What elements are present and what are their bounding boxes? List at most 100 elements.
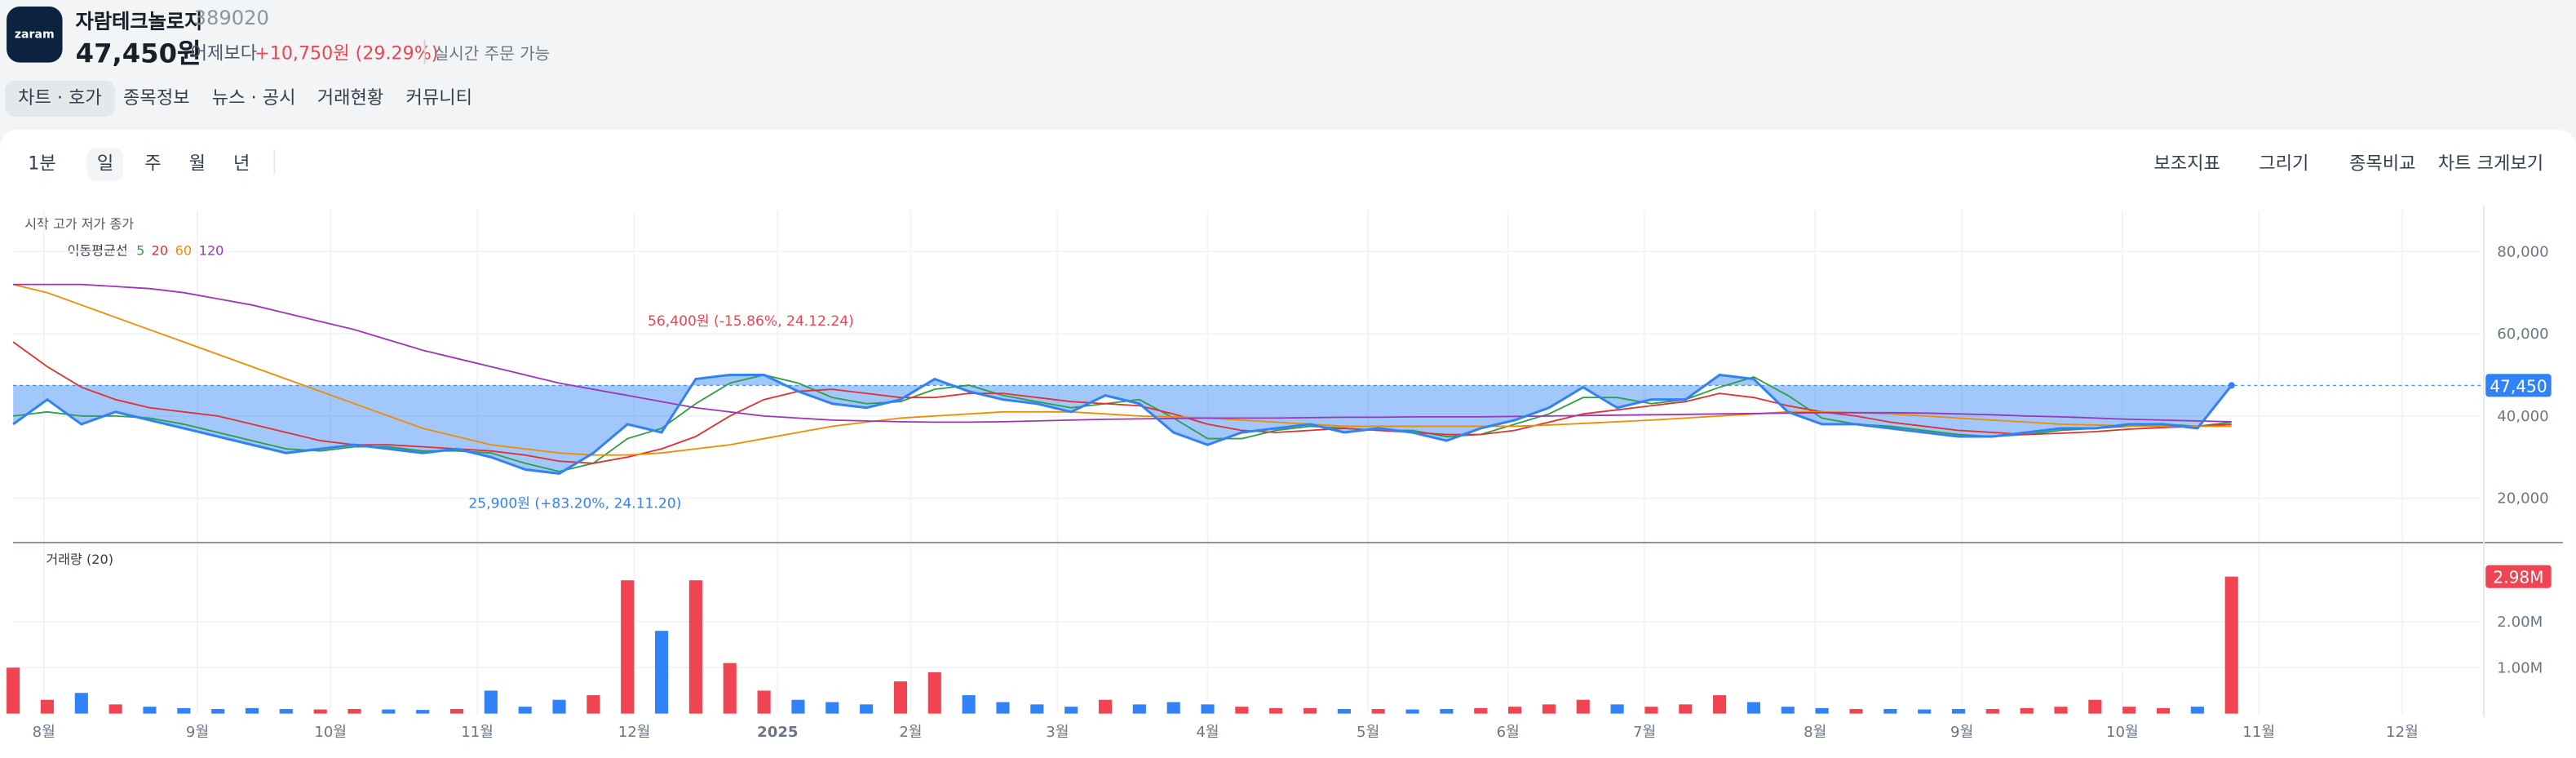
ma-legend-item: 120: [199, 242, 224, 258]
volume-bar: [245, 707, 259, 714]
change: +10,750원 (29.29%): [255, 42, 439, 64]
tab[interactable]: 뉴스 · 공시: [211, 86, 296, 109]
volume-bar: [586, 695, 600, 714]
volume-bar: [211, 708, 225, 714]
volume-bar: [347, 708, 361, 714]
volume-bar: [1508, 707, 1522, 714]
volume-tag: [2485, 565, 2552, 588]
period[interactable]: 주: [144, 153, 162, 175]
volume-bar: [1030, 704, 1044, 714]
ma-legend-item: 20: [152, 242, 168, 258]
x-tick-label: 12월: [618, 724, 651, 741]
ma-legend-item: 60: [175, 242, 192, 258]
tool[interactable]: 그리기: [2259, 153, 2309, 175]
x-tick-label: 9월: [186, 724, 209, 741]
volume-bar: [2190, 707, 2204, 714]
price-tag: [2485, 374, 2552, 397]
x-tick-label: 4월: [1196, 724, 1219, 741]
ohlc-legend: 시작 고가 저가 종가: [24, 216, 134, 232]
volume-bar: [1064, 707, 1078, 714]
period[interactable]: 일: [86, 148, 124, 181]
volume-bar: [621, 580, 635, 714]
volume-bar: [1576, 699, 1590, 714]
volume-bar: [1644, 707, 1658, 714]
volume-bar: [2156, 707, 2171, 714]
tab[interactable]: 거래현황: [316, 86, 384, 109]
volume-bar: [1474, 707, 1488, 714]
volume-bar: [1166, 702, 1180, 714]
x-tick-label: 5월: [1357, 724, 1379, 741]
volume-bar: [2224, 576, 2238, 714]
volume-bar: [1405, 709, 1419, 714]
volume-bar: [791, 699, 805, 714]
tab[interactable]: 종목정보: [123, 86, 190, 109]
ma-line: [13, 283, 2232, 423]
volume-bar: [1918, 709, 1932, 714]
volume-bar: [416, 710, 430, 714]
volume-bar: [484, 690, 498, 714]
y-tick-label: 20,000: [2497, 490, 2548, 508]
interval[interactable]: 1분: [28, 153, 56, 175]
tab[interactable]: 차트 · 호가: [5, 80, 115, 117]
x-tick-label: 8월: [1804, 724, 1826, 741]
tool[interactable]: 차트 크게보기: [2437, 153, 2544, 175]
price-tag-label: 47,450: [2490, 376, 2547, 396]
x-tick-label: 11월: [461, 724, 494, 741]
volume-bar: [2020, 707, 2034, 714]
y-tick-label: 60,000: [2497, 326, 2548, 343]
tool[interactable]: 보조지표: [2153, 153, 2220, 175]
volume-tag-label: 2.98M: [2493, 568, 2543, 587]
volume-legend: 거래량 (20): [46, 552, 113, 567]
volume-bar: [688, 580, 702, 714]
volume-bar: [1985, 708, 1999, 714]
volume-bar: [2054, 707, 2068, 714]
volume-bar: [7, 667, 20, 714]
volume-bar: [1337, 708, 1351, 714]
volume-bar: [1849, 708, 1863, 714]
change-prefix: 어제보다: [190, 42, 258, 64]
volume-bar: [1781, 707, 1795, 714]
volume-bar: [1713, 695, 1727, 714]
volume-bar: [1951, 708, 1966, 714]
volume-bar: [927, 672, 941, 714]
ma-legend: 이동평균선: [68, 242, 128, 258]
volume-bar: [1679, 704, 1693, 714]
volume-bar: [1201, 704, 1215, 714]
tab[interactable]: 커뮤니티: [405, 86, 472, 109]
x-tick-label: 11월: [2242, 724, 2275, 741]
period[interactable]: 년: [232, 153, 250, 175]
x-tick-label: 10월: [2106, 724, 2139, 741]
volume-bar: [962, 695, 976, 714]
x-tick-label: 2월: [899, 724, 922, 741]
volume-bar: [279, 708, 293, 714]
x-tick-label: 12월: [2386, 724, 2419, 741]
volume-bar: [1746, 702, 1761, 714]
x-tick-label: 10월: [314, 724, 347, 741]
volume-bar: [1235, 707, 1249, 714]
volume-bar: [382, 709, 396, 714]
stock-code: 389020: [193, 7, 269, 30]
volume-bar: [1883, 708, 1897, 714]
volume-bar: [552, 699, 566, 714]
y-tick-label: 1.00M: [2497, 659, 2543, 676]
x-tick-label: 2025: [757, 724, 798, 741]
volume-bar: [1610, 704, 1624, 714]
volume-bar: [518, 707, 532, 714]
volume-bar: [655, 631, 669, 714]
volume-bar: [143, 707, 157, 714]
realtime[interactable]: 실시간 주문 가능: [423, 39, 550, 64]
tool[interactable]: 종목비교: [2349, 153, 2416, 175]
ma-legend-item: 5: [136, 242, 144, 258]
volume-bar: [757, 690, 771, 714]
volume-bar: [74, 693, 88, 714]
x-tick-label: 7월: [1633, 724, 1656, 741]
ma-line: [12, 341, 2232, 464]
period[interactable]: 월: [188, 153, 206, 175]
y-tick-label: 80,000: [2497, 243, 2548, 260]
volume-bar: [860, 704, 874, 714]
volume-bar: [449, 708, 464, 714]
y-tick-label: 40,000: [2497, 408, 2548, 425]
chart-card: [0, 130, 2576, 758]
